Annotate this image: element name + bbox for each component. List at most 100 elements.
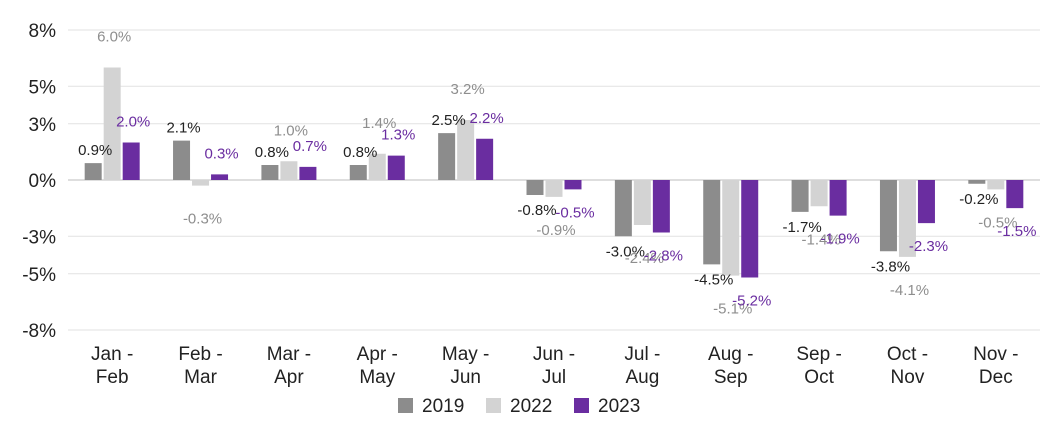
bar-2022 (810, 180, 828, 207)
grid-lines (68, 29, 1040, 331)
data-label: 6.0% (97, 29, 131, 46)
data-label: -0.3% (183, 211, 222, 228)
bar-2022 (898, 180, 916, 257)
data-label: 2.1% (166, 120, 200, 137)
bar-2023 (122, 142, 140, 180)
data-label: -0.9% (536, 222, 575, 239)
bar-2019 (173, 140, 191, 180)
data-label: 3.2% (451, 81, 485, 98)
x-tick-label: Sep (714, 367, 748, 388)
x-tick-label: Jan - (91, 344, 133, 365)
data-label: 0.8% (255, 144, 289, 161)
bar-2019 (791, 180, 809, 212)
data-label: -1.5% (997, 223, 1036, 240)
bar-2019 (703, 180, 721, 265)
x-tick-label: Oct (804, 367, 834, 388)
bar-2022 (722, 180, 740, 276)
data-labels: 0.9%6.0%2.0% 2.1%-0.3%0.3% 0.8%1.0%0.7% 0.8… (78, 29, 1036, 318)
data-label: -1.9% (820, 231, 859, 248)
x-tick-label: Aug (625, 367, 659, 388)
data-label: 2.2% (470, 110, 504, 127)
y-tick-label: -5% (22, 265, 56, 286)
bar-2019 (349, 165, 367, 180)
data-label: -1.7% (782, 219, 821, 236)
data-label: 1.0% (274, 122, 308, 139)
bar-2019 (526, 180, 544, 195)
legend-label: 2019 (422, 396, 464, 417)
x-tick-label: Feb (96, 367, 129, 388)
bar-2023 (564, 180, 582, 190)
bar-series (84, 67, 1024, 278)
data-label: -3.8% (871, 258, 910, 275)
x-tick-label: Apr - (357, 344, 398, 365)
data-label: 0.7% (293, 138, 327, 155)
data-label: -0.2% (959, 191, 998, 208)
y-tick-label: -8% (22, 321, 56, 342)
bar-2023 (652, 180, 670, 233)
x-tick-label: Aug - (708, 344, 753, 365)
bar-2022 (192, 180, 210, 186)
bar-2023 (211, 174, 229, 180)
bar-2022 (987, 180, 1005, 190)
bar-2019 (968, 180, 986, 184)
bar-2022 (103, 67, 121, 180)
y-tick-label: 0% (29, 171, 57, 192)
legend: 2019 2022 2023 (398, 396, 640, 417)
x-tick-label: May (359, 367, 395, 388)
bar-2023 (829, 180, 847, 216)
bar-2023 (1006, 180, 1024, 209)
bar-2023 (299, 166, 317, 180)
legend-swatch-2022 (486, 398, 501, 413)
y-tick-label: 5% (29, 77, 57, 98)
data-label: -3.0% (606, 243, 645, 260)
bar-2019 (84, 163, 102, 180)
x-tick-label: May - (442, 344, 490, 365)
x-tick-label: Mar (184, 367, 217, 388)
x-tick-label: Sep - (796, 344, 841, 365)
x-tick-label: Mar - (267, 344, 311, 365)
data-label: -1.4% (801, 231, 840, 248)
x-tick-label: Jul (542, 367, 566, 388)
legend-label: 2023 (598, 396, 640, 417)
bar-2019 (879, 180, 897, 252)
data-label: 1.4% (362, 115, 396, 132)
bar-2023 (387, 155, 405, 180)
x-tick-label: Apr (274, 367, 304, 388)
x-tick-label: Oct - (887, 344, 928, 365)
data-label: 0.3% (204, 145, 238, 162)
data-label: -4.1% (890, 282, 929, 299)
bar-2022 (457, 120, 475, 180)
y-tick-label: 8% (29, 21, 57, 42)
legend-label: 2022 (510, 396, 552, 417)
legend-swatch-2019 (398, 398, 413, 413)
y-tick-label: 3% (29, 115, 57, 136)
data-label: -2.8% (644, 248, 683, 265)
data-label: -0.5% (978, 214, 1017, 231)
data-label: 1.3% (381, 127, 415, 144)
legend-swatch-2023 (574, 398, 589, 413)
data-label: -5.2% (732, 293, 771, 310)
data-label: 2.0% (116, 114, 150, 131)
bar-2019 (261, 165, 279, 180)
data-label: -2.3% (909, 238, 948, 255)
x-tick-label: Jul - (624, 344, 660, 365)
bar-2023 (741, 180, 759, 278)
x-tick-label: Jun (450, 367, 481, 388)
x-tick-label: Nov (891, 367, 925, 388)
bar-2023 (917, 180, 935, 224)
bar-2019 (614, 180, 632, 237)
bar-2022 (545, 180, 563, 197)
y-tick-label: -3% (22, 227, 56, 248)
data-label: 0.8% (343, 144, 377, 161)
data-label: -0.8% (517, 202, 556, 219)
bar-2022 (368, 153, 386, 180)
data-label: -0.5% (555, 204, 594, 221)
data-label: 2.5% (432, 112, 466, 129)
bar-2022 (633, 180, 651, 225)
bar-2022 (280, 161, 298, 180)
x-tick-label: Jun - (533, 344, 575, 365)
x-tick-label: Feb - (178, 344, 222, 365)
data-label: 0.9% (78, 142, 112, 159)
